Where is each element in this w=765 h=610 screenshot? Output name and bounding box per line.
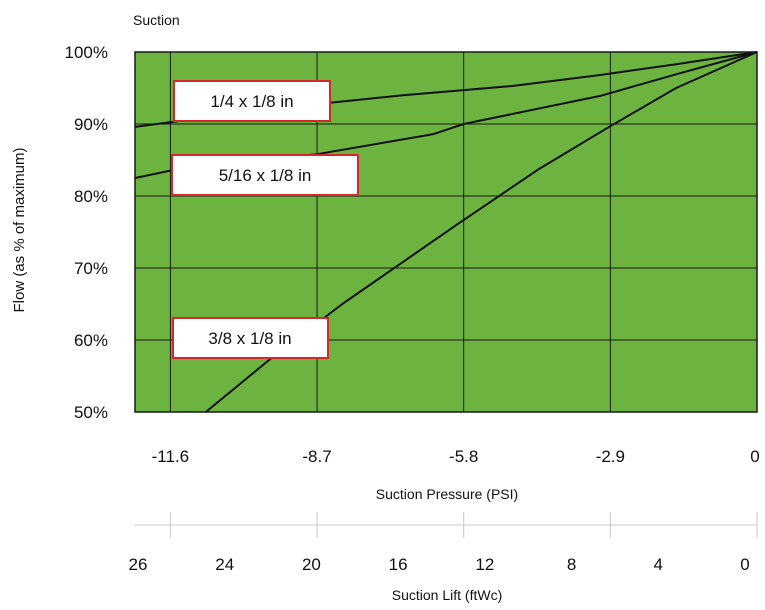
secondary-tick-label: 24 (215, 555, 234, 574)
y-tick-label: 60% (74, 331, 108, 350)
y-tick-label: 70% (74, 259, 108, 278)
x-tick-labels: -11.6 -8.7 -5.8 -2.9 0 (152, 447, 760, 466)
x-axis-label: Suction Pressure (PSI) (376, 486, 518, 502)
x-tick-label: 0 (750, 447, 759, 466)
secondary-tick-label: 8 (567, 555, 576, 574)
y-tick-label: 100% (65, 43, 108, 62)
series-labels: 1/4 x 1/8 in 5/16 x 1/8 in 3/8 x 1/8 in (171, 80, 359, 359)
secondary-axis: 26 24 20 16 12 8 4 0 (129, 512, 758, 574)
secondary-tick-label: 0 (740, 555, 749, 574)
x-tick-label: -5.8 (449, 447, 478, 466)
secondary-tick-label: 26 (129, 555, 148, 574)
secondary-axis-label: Suction Lift (ftWc) (392, 587, 502, 603)
y-tick-label: 50% (74, 403, 108, 422)
x-tick-label: -8.7 (302, 447, 331, 466)
series-label-2: 5/16 x 1/8 in (171, 154, 359, 196)
series-label-3: 3/8 x 1/8 in (172, 317, 329, 359)
secondary-tick-label: 16 (389, 555, 408, 574)
y-axis-label: Flow (as % of maximum) (11, 147, 28, 312)
y-tick-labels: 100% 90% 80% 70% 60% 50% (65, 43, 108, 422)
y-tick-label: 90% (74, 115, 108, 134)
secondary-tick-label: 20 (302, 555, 321, 574)
grid (135, 51, 758, 413)
series-label-1: 1/4 x 1/8 in (173, 80, 331, 122)
y-tick-label: 80% (74, 187, 108, 206)
series-label-text-2: 5/16 x 1/8 in (219, 166, 312, 185)
series-label-box-1 (173, 80, 331, 122)
series-label-box-2 (171, 154, 359, 196)
secondary-tick-label: 12 (475, 555, 494, 574)
x-tick-label: -11.6 (152, 447, 190, 466)
series-label-box-3 (172, 317, 329, 359)
secondary-tick-label: 4 (654, 555, 663, 574)
chart-title: Suction (133, 12, 180, 28)
x-tick-label: -2.9 (596, 447, 625, 466)
series-label-text-1: 1/4 x 1/8 in (210, 92, 293, 111)
series-label-text-3: 3/8 x 1/8 in (208, 329, 291, 348)
